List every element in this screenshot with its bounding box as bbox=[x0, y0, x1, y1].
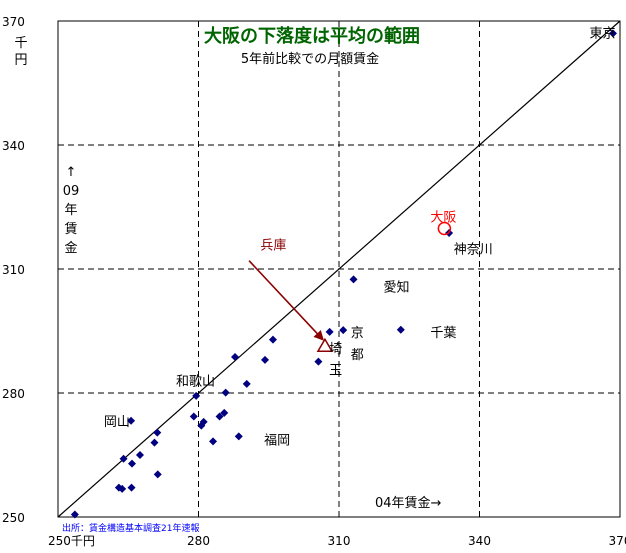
point-label: 玉 bbox=[329, 363, 342, 378]
x-tick-label: 250千円 bbox=[48, 534, 95, 548]
data-point bbox=[119, 454, 128, 463]
data-point bbox=[127, 459, 136, 468]
data-point bbox=[220, 408, 229, 417]
diagonal-line bbox=[57, 20, 621, 518]
data-point bbox=[215, 412, 224, 421]
data-point bbox=[150, 438, 159, 447]
data-points bbox=[70, 29, 617, 519]
highlight-circle bbox=[437, 221, 452, 236]
point-label: 岡山 bbox=[104, 415, 130, 430]
point-label: 福岡 bbox=[264, 433, 290, 448]
data-point bbox=[261, 355, 270, 364]
data-point bbox=[396, 325, 405, 334]
y-axis-title: ↑ 09 年賃金 bbox=[63, 165, 80, 256]
point-label: 兵庫 bbox=[260, 239, 286, 254]
diagonal-reference-line bbox=[57, 20, 621, 518]
data-point bbox=[339, 326, 348, 335]
y-tick-label: 370 bbox=[2, 15, 25, 29]
x-tick-label: 340 bbox=[468, 534, 491, 548]
grid-lines bbox=[58, 21, 620, 517]
data-point bbox=[153, 428, 162, 437]
data-point bbox=[221, 388, 230, 397]
arrow-line bbox=[248, 260, 324, 341]
x-axis-ticks: 250千円 280 310 340 370 bbox=[48, 534, 626, 548]
y-tick-label: 280 bbox=[2, 387, 25, 401]
data-point bbox=[127, 416, 136, 425]
point-label: 京 bbox=[351, 326, 364, 341]
data-point bbox=[118, 484, 127, 493]
highlight-triangle bbox=[316, 337, 334, 353]
chart-title: 大阪の下落度は平均の範囲 bbox=[204, 25, 420, 47]
y-axis-ticks: 250 280 310 340 370 bbox=[2, 15, 25, 525]
data-point bbox=[197, 421, 206, 430]
data-point bbox=[231, 353, 240, 362]
point-label: 神奈川 bbox=[454, 243, 493, 258]
point-label: 大阪 bbox=[430, 210, 456, 225]
point-label: 埼 bbox=[329, 342, 342, 357]
x-tick-label: 310 bbox=[328, 534, 351, 548]
point-label: 和歌山 bbox=[176, 375, 215, 390]
data-point bbox=[325, 327, 334, 336]
y-unit-label: 千円 bbox=[14, 36, 27, 68]
y-tick-label: 250 bbox=[2, 511, 25, 525]
point-label: 東京 bbox=[590, 26, 616, 42]
data-point bbox=[209, 437, 218, 446]
data-point bbox=[234, 432, 243, 441]
data-point bbox=[192, 391, 201, 400]
data-point bbox=[268, 335, 277, 344]
y-tick-label: 310 bbox=[2, 263, 25, 277]
data-point bbox=[349, 275, 358, 284]
data-point bbox=[135, 451, 144, 459]
data-point bbox=[189, 412, 198, 421]
y-tick-label: 340 bbox=[2, 139, 25, 153]
data-point bbox=[127, 483, 136, 492]
data-point bbox=[70, 510, 79, 519]
point-label: 愛知 bbox=[383, 279, 409, 295]
source-note: 出所：賃金構造基本調査21年速報 bbox=[62, 522, 199, 534]
chart-subtitle: 5年前比較での月額賃金 bbox=[241, 51, 379, 67]
x-axis-title: 04年賃金→ bbox=[375, 495, 442, 511]
data-point bbox=[608, 29, 617, 38]
x-tick-label: 370 bbox=[609, 534, 626, 548]
data-point bbox=[242, 379, 251, 388]
data-point bbox=[314, 357, 323, 366]
point-label: 都 bbox=[351, 348, 364, 363]
data-point bbox=[153, 470, 162, 479]
hyogo-arrow bbox=[248, 260, 324, 341]
point-label: 千葉 bbox=[430, 326, 456, 341]
x-tick-label: 280 bbox=[187, 534, 210, 548]
highlight-markers bbox=[316, 221, 452, 353]
